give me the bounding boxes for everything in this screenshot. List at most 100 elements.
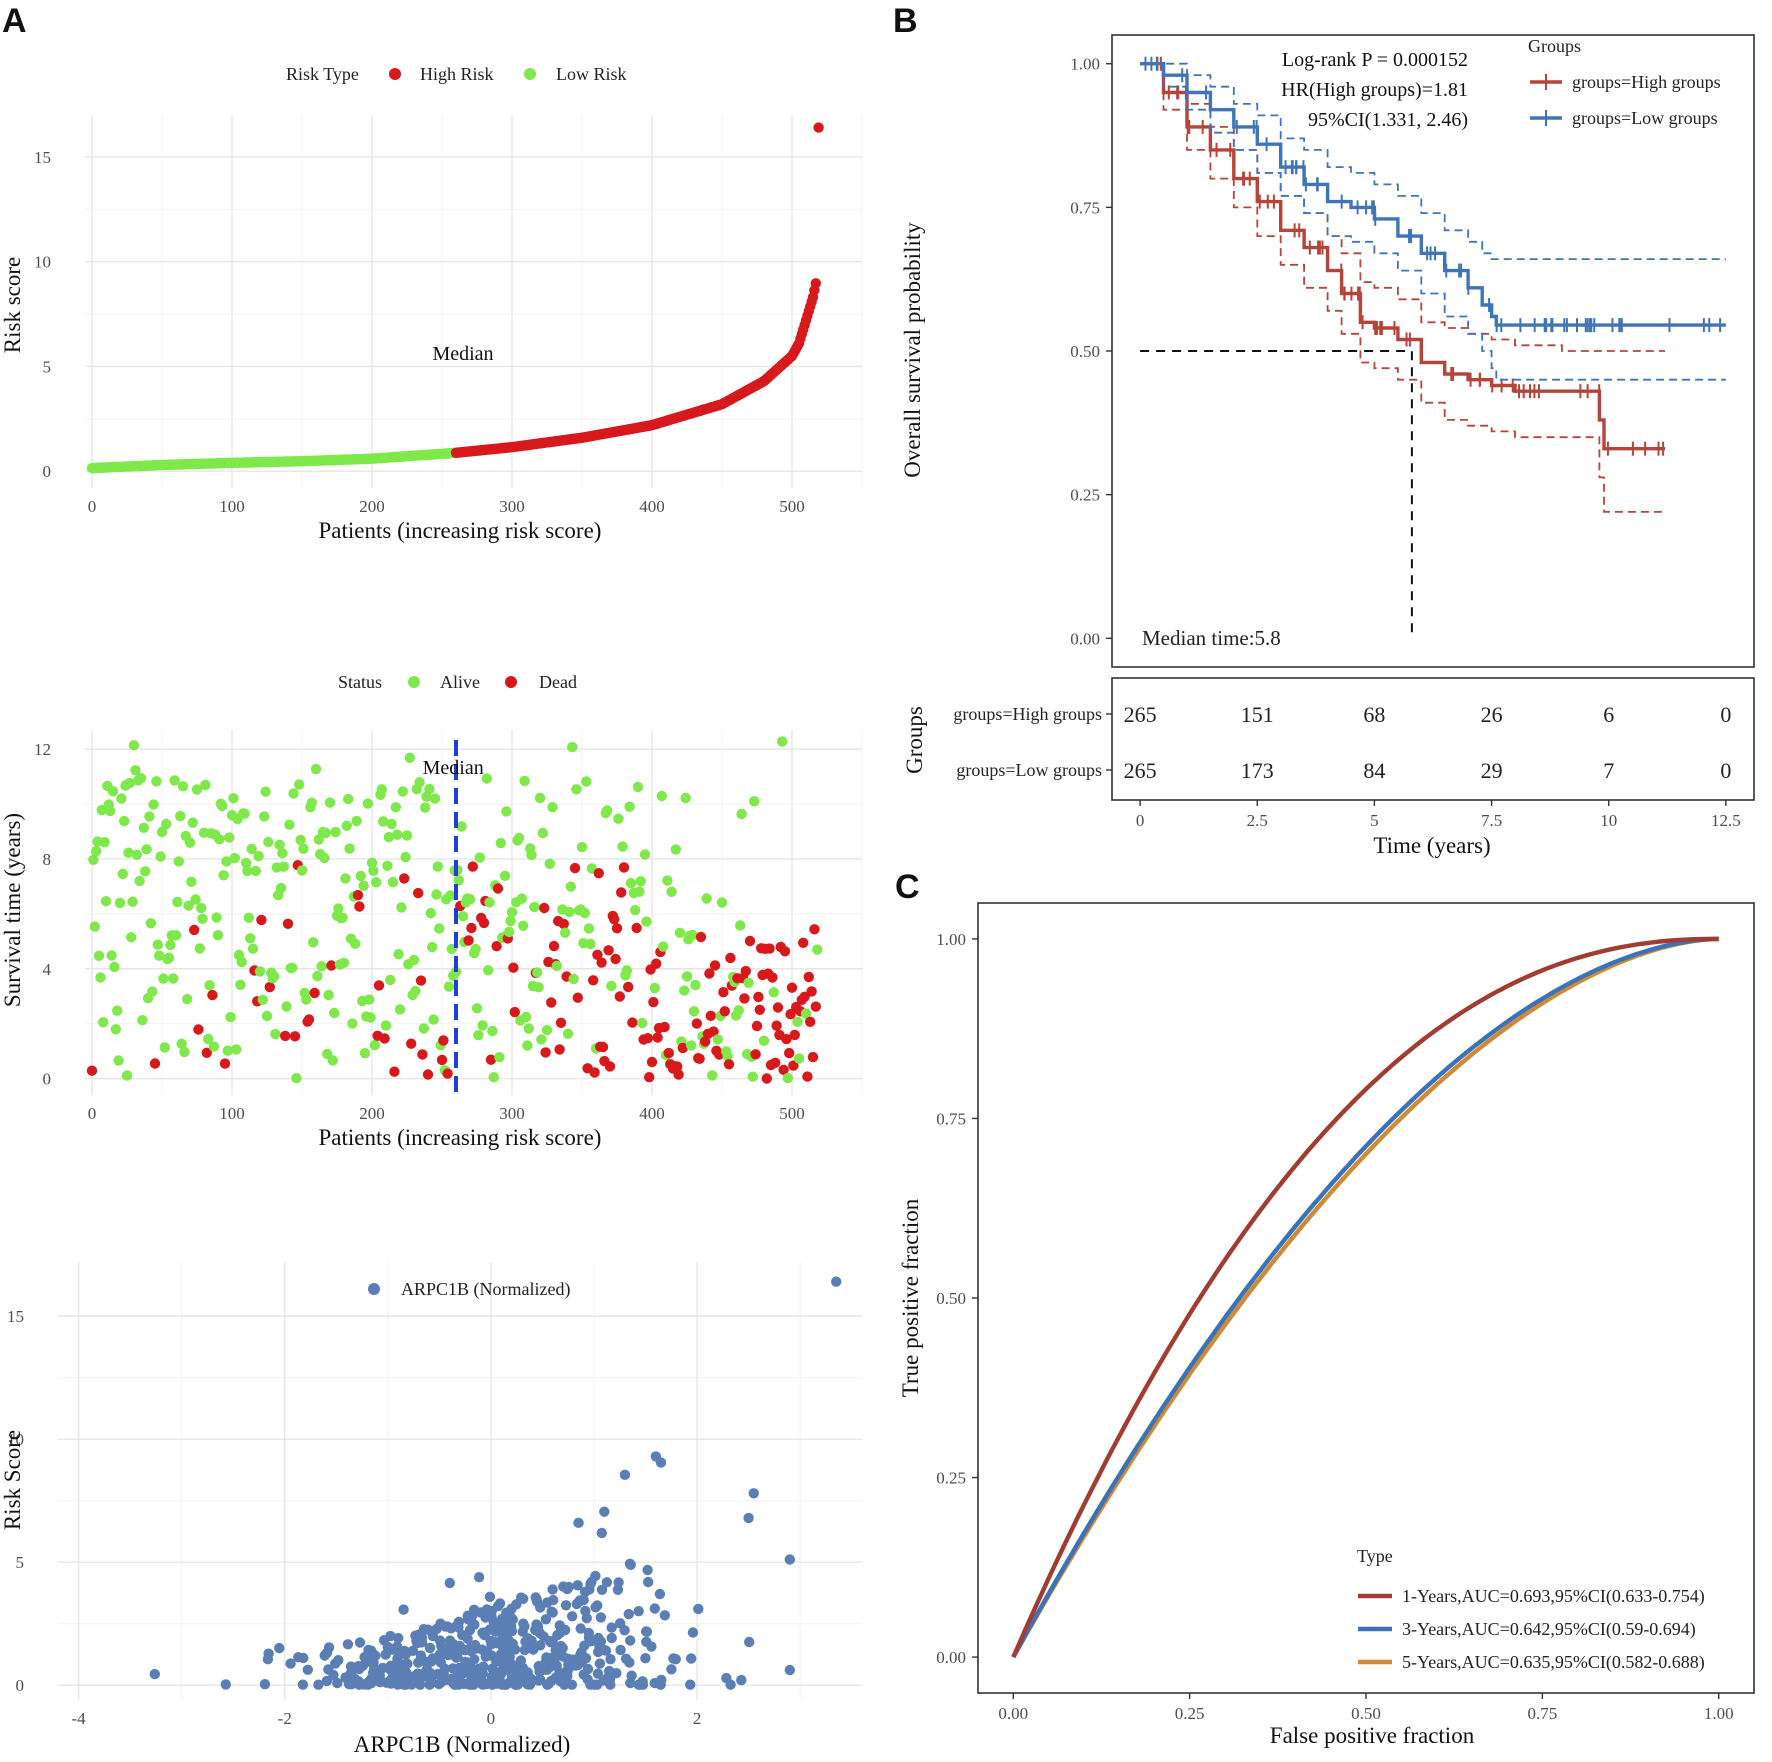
alive-point	[516, 893, 527, 904]
alive-point	[89, 921, 101, 932]
alive-point	[456, 821, 467, 832]
dead-point	[219, 1058, 231, 1069]
alive-point	[427, 941, 438, 953]
arpc1b-point	[486, 1611, 497, 1622]
dead-point	[614, 991, 625, 1002]
dead-point	[508, 962, 519, 973]
dead-point	[644, 1072, 655, 1083]
survival-y-axis-title: Survival time (years)	[0, 813, 25, 1007]
alive-point	[362, 798, 373, 809]
alive-point	[380, 1020, 392, 1031]
alive-point	[222, 1045, 233, 1056]
alive-point	[390, 802, 401, 813]
dead-point	[802, 1071, 813, 1082]
dead-point	[627, 1017, 638, 1028]
arpc1b-point	[402, 1658, 413, 1670]
dead-point	[589, 1067, 600, 1078]
arpc1b-point	[560, 1600, 572, 1611]
survival-y-tick-label: 12	[34, 740, 51, 759]
alive-point	[351, 815, 362, 827]
alive-point	[190, 894, 201, 905]
alive-point	[247, 943, 259, 954]
km-high-lower-ci	[1140, 62, 1665, 513]
arpc1b-point	[424, 1679, 435, 1690]
alive-point	[793, 1053, 805, 1064]
risk-y-tick-label: 15	[34, 148, 51, 167]
arpc1b-point	[560, 1678, 571, 1689]
risk-x-tick-label: 200	[359, 497, 385, 516]
arpc1b-point	[500, 1679, 511, 1690]
arpc1b-point	[484, 1591, 496, 1603]
alive-point	[306, 797, 317, 808]
risk-table-frame	[1111, 677, 1755, 801]
alive-point	[547, 802, 558, 813]
arpc1b-point	[493, 1620, 504, 1632]
arpc1b-point	[606, 1622, 617, 1633]
alive-point	[635, 876, 646, 887]
alive-point	[134, 875, 145, 887]
survival-y-tick-label: 4	[43, 960, 52, 979]
alive-label: Alive	[440, 672, 480, 692]
dead-key	[505, 676, 517, 688]
dead-point	[695, 931, 707, 943]
survival-status-plot: Status Alive Dead Median 0 100 200 300 400 5000…	[0, 672, 863, 1150]
alive-point	[378, 816, 389, 827]
roc-curve-line	[1011, 936, 1719, 1659]
arpc1b-point	[319, 1650, 330, 1661]
arpc1b-point	[655, 1457, 667, 1468]
dead-point	[539, 902, 550, 914]
dead-point	[810, 1001, 821, 1012]
alive-point	[123, 847, 134, 858]
alive-point	[679, 985, 690, 996]
dead-point	[618, 862, 630, 873]
alive-point	[768, 987, 779, 998]
km-curves	[1140, 56, 1726, 639]
arpc1b-point	[686, 1653, 697, 1664]
alive-point	[355, 870, 366, 882]
arpc1b-point	[533, 1661, 544, 1672]
arpc1b-point	[432, 1668, 443, 1680]
arpc1b-x-tick-label: 0	[487, 1709, 496, 1728]
dead-point	[603, 945, 614, 956]
arpc1b-point	[619, 1469, 631, 1481]
arpc1b-point	[434, 1635, 446, 1646]
alive-point	[565, 881, 576, 892]
alive-point	[128, 740, 140, 751]
alive-point	[518, 920, 529, 931]
high-risk-point	[813, 122, 824, 133]
arpc1b-point	[685, 1679, 696, 1690]
alive-point	[141, 844, 152, 855]
alive-point	[418, 1023, 429, 1034]
alive-point	[621, 965, 632, 976]
alive-point	[155, 851, 166, 862]
arpc1b-point	[582, 1663, 594, 1675]
dead-point	[442, 1068, 453, 1079]
dead-point	[767, 972, 778, 983]
arpc1b-point	[596, 1584, 608, 1596]
arpc1b-point	[449, 1642, 460, 1654]
risk-table-cell: 151	[1241, 702, 1274, 727]
km-y-tick-label: 0.00	[1070, 629, 1100, 648]
dead-point	[86, 1065, 98, 1076]
survival-x-tick-label: 500	[779, 1104, 805, 1123]
alive-point	[324, 797, 336, 808]
arpc1b-point	[572, 1580, 583, 1591]
dead-point	[761, 1073, 772, 1084]
arpc1b-point	[444, 1577, 455, 1589]
alive-point	[564, 906, 575, 918]
low-risk-key	[524, 68, 536, 80]
alive-point	[114, 897, 126, 909]
km-legend-label: groups=High groups	[1572, 72, 1721, 92]
dead-point	[609, 914, 620, 925]
arpc1b-point	[400, 1649, 411, 1660]
dead-point	[677, 1042, 688, 1054]
alive-point	[736, 808, 747, 820]
alive-point	[722, 1050, 733, 1062]
arpc1b-point	[592, 1668, 604, 1679]
risk-grid	[85, 115, 863, 488]
alive-point	[606, 980, 617, 992]
alive-point	[137, 1015, 148, 1026]
dead-point	[723, 1059, 735, 1070]
risk-table-cell: 173	[1241, 758, 1274, 783]
arpc1b-point	[552, 1646, 563, 1658]
